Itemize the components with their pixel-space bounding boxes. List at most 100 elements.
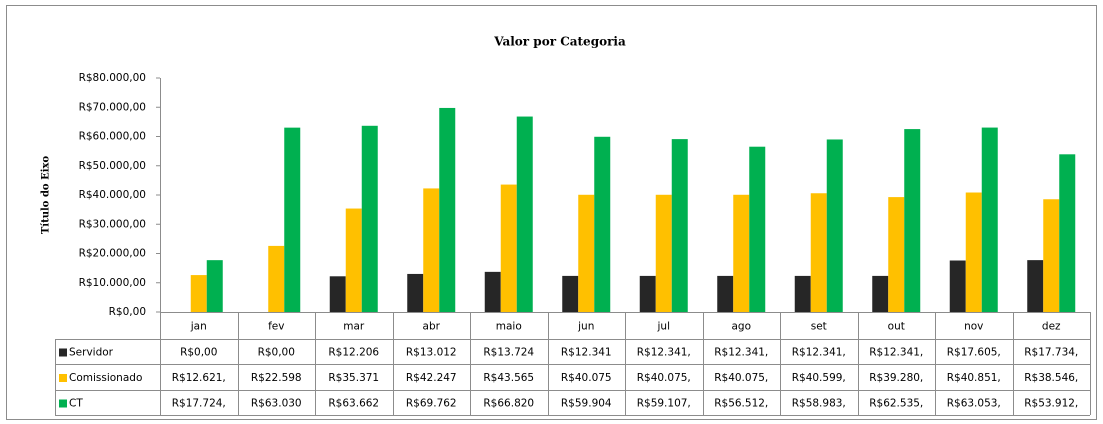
bar bbox=[888, 197, 905, 312]
table-cell: R$12.341, bbox=[869, 347, 923, 359]
bar bbox=[407, 273, 424, 312]
legend-key bbox=[59, 399, 67, 408]
bar bbox=[439, 107, 456, 312]
bar bbox=[500, 184, 517, 312]
table-cell: R$39.280, bbox=[869, 372, 923, 384]
bar bbox=[345, 208, 362, 312]
legend-label: Comissionado bbox=[69, 372, 142, 384]
bar bbox=[733, 194, 750, 312]
bar bbox=[562, 275, 579, 312]
bar bbox=[1027, 260, 1044, 312]
bar bbox=[671, 139, 688, 312]
table-cell: R$40.075, bbox=[637, 372, 691, 384]
x-tick-label: maio bbox=[496, 321, 522, 333]
bar bbox=[578, 194, 595, 312]
bar bbox=[268, 245, 285, 312]
table-cell: R$63.662 bbox=[328, 398, 379, 410]
table-cell: R$43.565 bbox=[483, 372, 534, 384]
table-cell: R$58.983, bbox=[792, 398, 846, 410]
bar bbox=[190, 275, 207, 312]
bar bbox=[949, 260, 966, 312]
y-tick-label: R$20.000,00 bbox=[79, 248, 146, 260]
bar bbox=[965, 192, 982, 312]
y-tick-label: R$50.000,00 bbox=[79, 160, 146, 172]
table-cell: R$56.512, bbox=[714, 398, 768, 410]
x-tick-label: ago bbox=[731, 321, 751, 333]
legend-key bbox=[59, 374, 67, 382]
y-tick-label: R$80.000,00 bbox=[79, 72, 146, 84]
bar bbox=[594, 136, 611, 312]
table-cell: R$40.599, bbox=[792, 372, 846, 384]
table-cell: R$0,00 bbox=[180, 347, 217, 359]
bar bbox=[749, 146, 766, 312]
x-tick-label: dez bbox=[1042, 321, 1061, 333]
table-cell: R$17.724, bbox=[172, 398, 226, 410]
bar bbox=[284, 127, 301, 312]
table-cell: R$13.724 bbox=[483, 347, 534, 359]
x-tick-label: jan bbox=[190, 321, 207, 333]
table-cell: R$63.030 bbox=[251, 398, 302, 410]
bar bbox=[516, 116, 533, 312]
bar bbox=[717, 275, 734, 312]
bar bbox=[1059, 154, 1076, 312]
bar bbox=[484, 271, 501, 312]
table-cell: R$40.851, bbox=[947, 372, 1001, 384]
table-cell: R$12.341, bbox=[714, 347, 768, 359]
table-cell: R$59.107, bbox=[637, 398, 691, 410]
bar bbox=[206, 260, 223, 312]
table-cell: R$40.075, bbox=[714, 372, 768, 384]
bar bbox=[872, 275, 889, 312]
bar bbox=[794, 275, 811, 312]
table-cell: R$17.605, bbox=[947, 347, 1001, 359]
bar bbox=[655, 194, 672, 312]
x-tick-label: fev bbox=[268, 321, 284, 333]
bar bbox=[904, 129, 921, 312]
table-cell: R$42.247 bbox=[406, 372, 457, 384]
bar bbox=[981, 127, 998, 312]
table-cell: R$22.598 bbox=[251, 372, 302, 384]
table-cell: R$66.820 bbox=[483, 398, 534, 410]
table-cell: R$38.546, bbox=[1024, 372, 1078, 384]
table-cell: R$12.341, bbox=[792, 347, 846, 359]
y-axis-title: Título do Eixo bbox=[41, 156, 52, 235]
legend-label: CT bbox=[69, 398, 83, 410]
bar bbox=[826, 139, 843, 312]
x-tick-label: nov bbox=[964, 321, 983, 333]
table-cell: R$0,00 bbox=[258, 347, 295, 359]
table-cell: R$12.341 bbox=[561, 347, 612, 359]
x-tick-label: abr bbox=[423, 321, 441, 333]
x-tick-label: mar bbox=[343, 321, 365, 333]
y-tick-label: R$60.000,00 bbox=[79, 131, 146, 143]
bar bbox=[810, 193, 827, 312]
table-cell: R$13.012 bbox=[406, 347, 457, 359]
bar bbox=[361, 125, 378, 312]
bar bbox=[329, 276, 346, 312]
bar bbox=[1043, 199, 1060, 312]
table-cell: R$35.371 bbox=[328, 372, 379, 384]
x-tick-label: set bbox=[811, 321, 827, 333]
table-cell: R$12.206 bbox=[328, 347, 379, 359]
y-tick-label: R$30.000,00 bbox=[79, 218, 146, 230]
table-cell: R$59.904 bbox=[561, 398, 612, 410]
table-cell: R$53.912, bbox=[1024, 398, 1078, 410]
table-cell: R$62.535, bbox=[869, 398, 923, 410]
bar bbox=[423, 188, 440, 312]
chart-border bbox=[6, 5, 1097, 420]
x-tick-label: jun bbox=[577, 321, 594, 333]
y-tick-label: R$70.000,00 bbox=[79, 101, 146, 113]
table-cell: R$12.621, bbox=[172, 372, 226, 384]
bar bbox=[639, 275, 656, 312]
table-cell: R$17.734, bbox=[1024, 347, 1078, 359]
table-cell: R$63.053, bbox=[947, 398, 1001, 410]
table-cell: R$40.075 bbox=[561, 372, 612, 384]
chart-title: Valor por Categoria bbox=[493, 35, 626, 49]
y-tick-label: R$10.000,00 bbox=[79, 277, 146, 289]
legend-label: Servidor bbox=[69, 347, 114, 359]
y-tick-label: R$40.000,00 bbox=[79, 189, 146, 201]
table-cell: R$69.762 bbox=[406, 398, 457, 410]
y-tick-label: R$0,00 bbox=[109, 306, 146, 318]
table-cell: R$12.341, bbox=[637, 347, 691, 359]
x-tick-label: jul bbox=[657, 321, 671, 333]
legend-key bbox=[59, 348, 67, 357]
